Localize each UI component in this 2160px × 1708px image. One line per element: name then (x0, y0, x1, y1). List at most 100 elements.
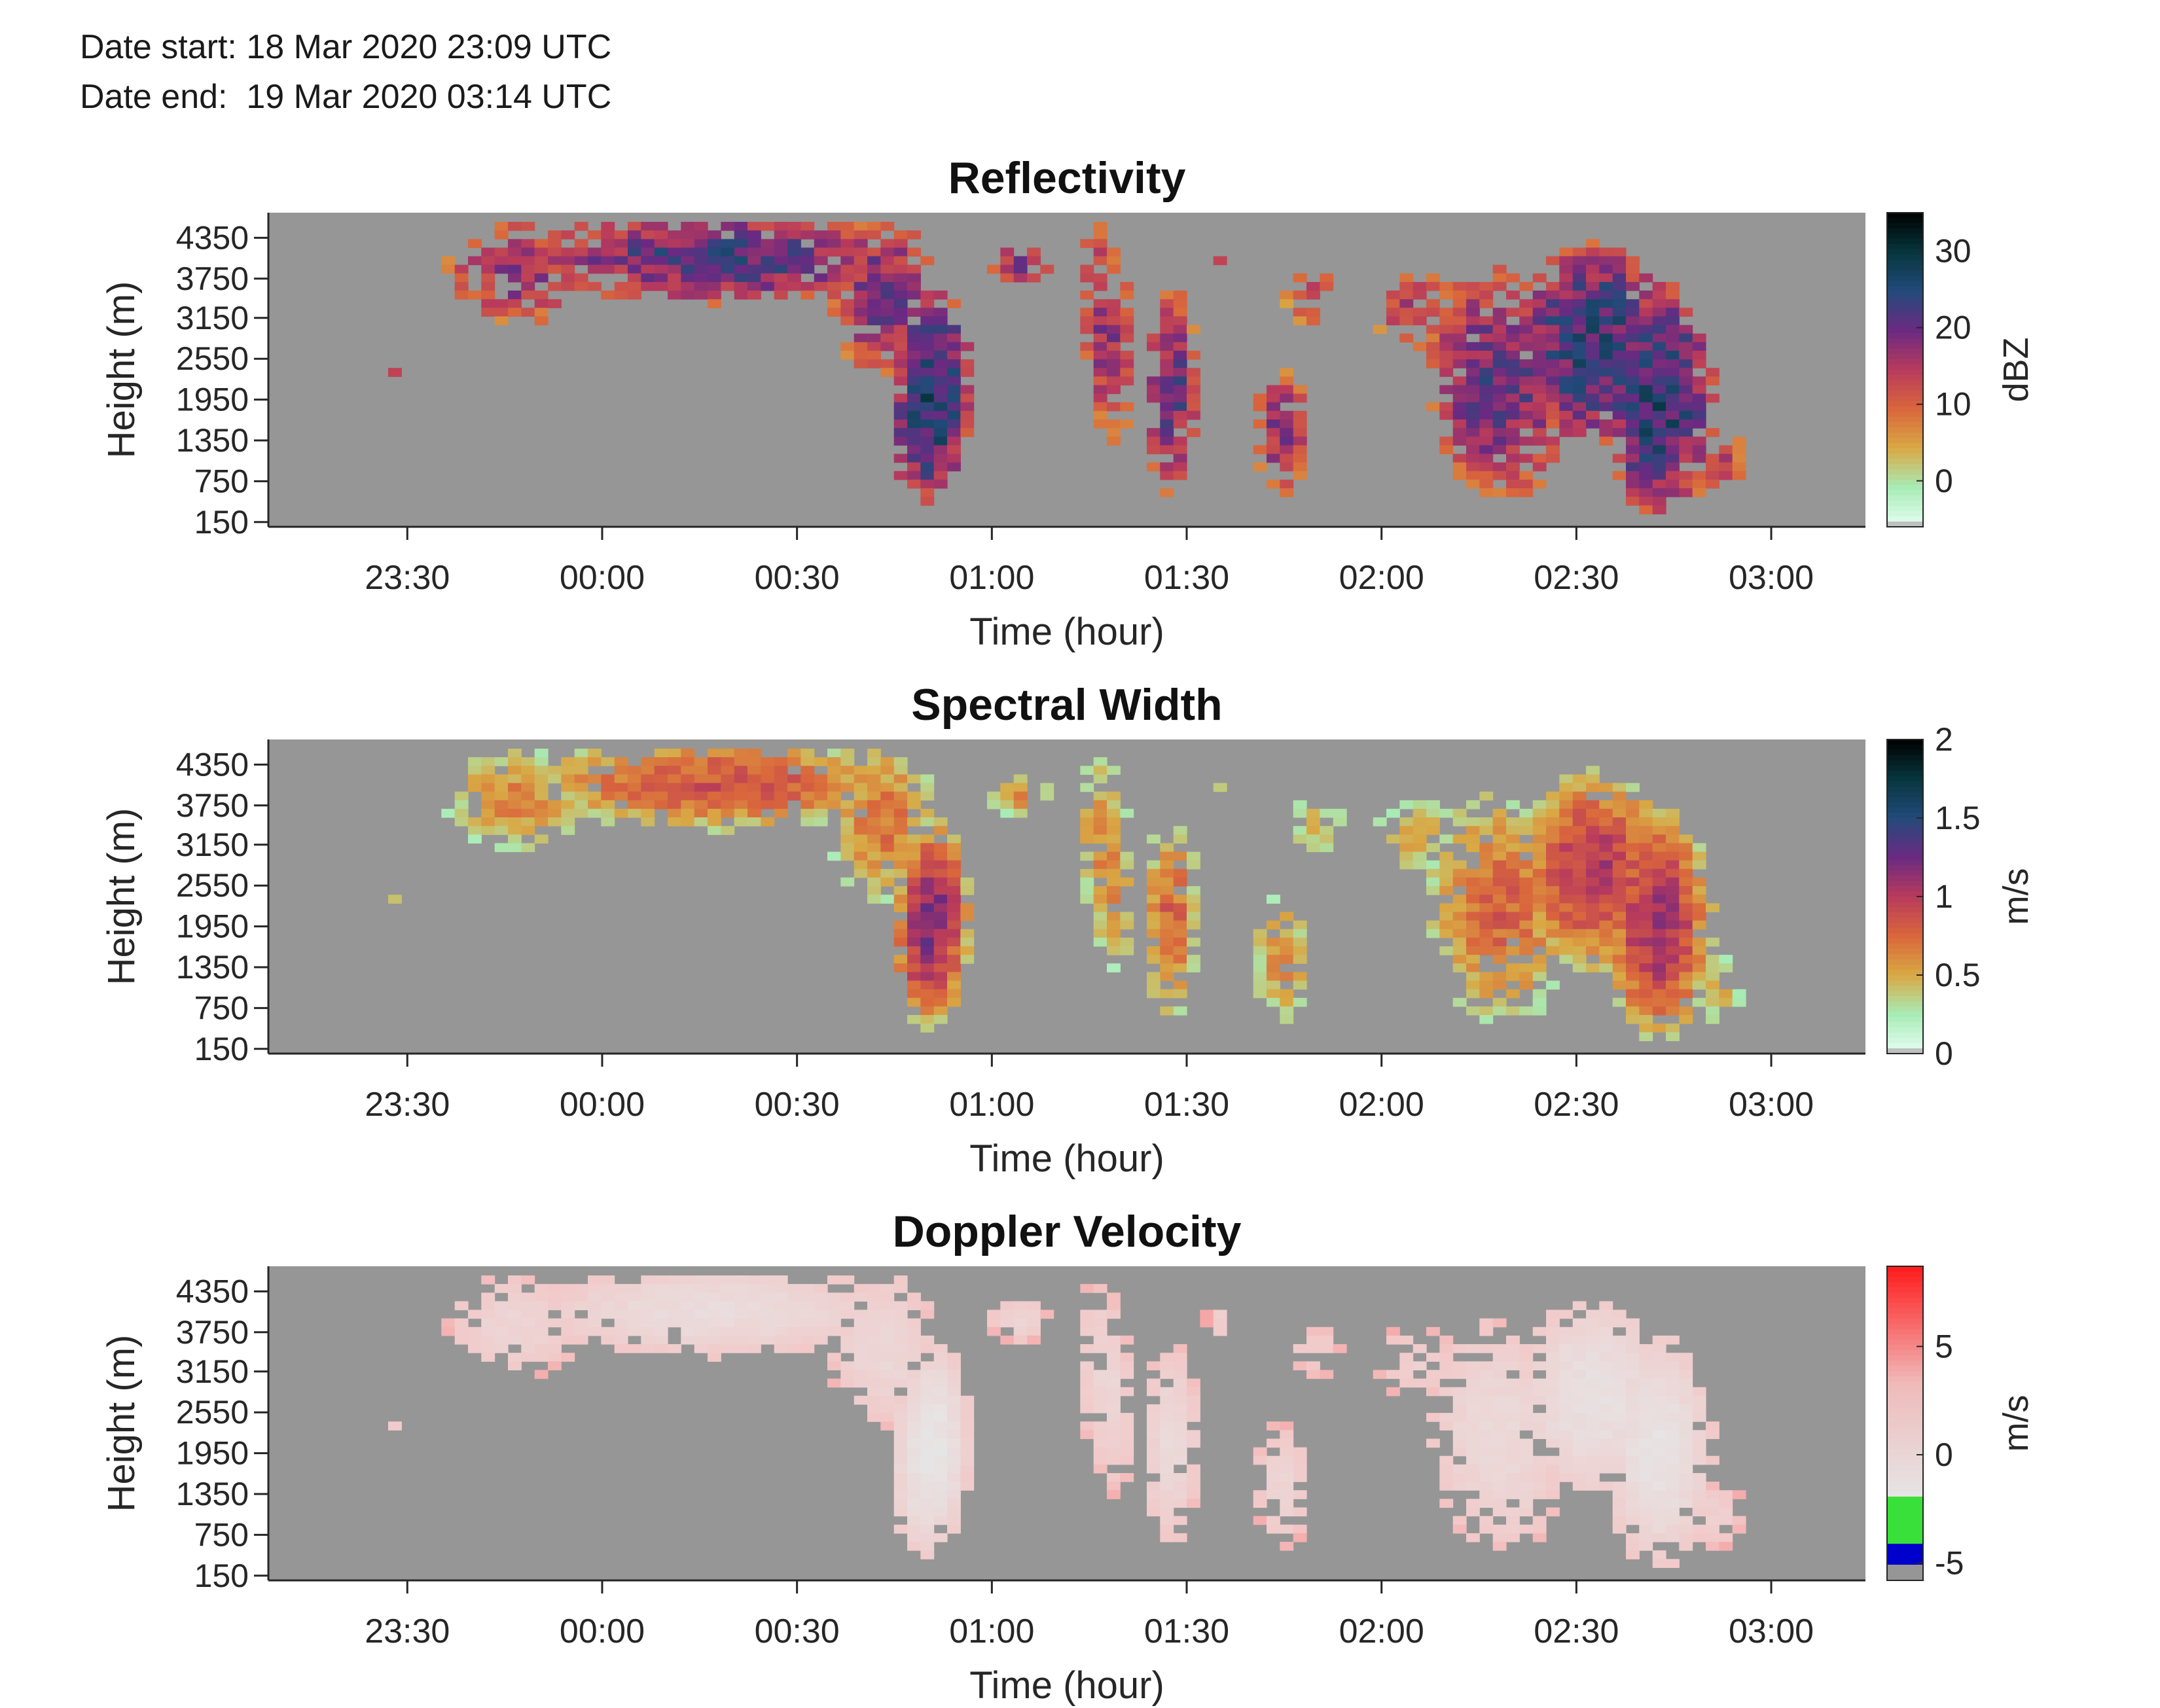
heatmap-cell (1253, 462, 1267, 472)
heatmap-cell (1719, 471, 1733, 480)
heatmap-cell (1679, 1438, 1693, 1448)
heatmap-cell (1173, 385, 1187, 395)
heatmap-cell (1612, 903, 1627, 912)
heatmap-cell (694, 1309, 708, 1319)
heatmap-cell (1532, 454, 1547, 463)
heatmap-cell (1187, 886, 1200, 895)
heatmap-cell (787, 1335, 801, 1345)
heatmap-cell (880, 1301, 895, 1311)
heatmap-cell (893, 886, 908, 895)
heatmap-cell (454, 800, 469, 810)
heatmap-cell (1692, 342, 1706, 351)
heatmap-cell (1599, 851, 1613, 861)
heatmap-cell (947, 402, 961, 412)
heatmap-cell (867, 1292, 881, 1302)
heatmap-cell (1426, 1387, 1440, 1397)
heatmap-cell (920, 402, 935, 412)
heatmap-cell (721, 826, 735, 835)
heatmap-cell (1492, 445, 1507, 455)
heatmap-cell (801, 817, 815, 827)
heatmap-cell (1519, 843, 1534, 853)
heatmap-cell (508, 817, 522, 827)
heatmap-cell (1413, 281, 1427, 291)
heatmap-cell (801, 230, 815, 240)
heatmap-cell (1492, 912, 1507, 921)
heatmap-cell (854, 333, 868, 343)
heatmap-cell (1692, 419, 1706, 429)
colorbar-label-0: dBZ (1996, 337, 2036, 402)
heatmap-cell (534, 817, 549, 827)
heatmap-cell (494, 308, 509, 317)
heatmap-cell (1519, 393, 1534, 403)
heatmap-cell (1466, 1438, 1480, 1448)
colorbar-swatch (1887, 291, 1923, 297)
heatmap-cell (787, 281, 801, 291)
heatmap-cell (893, 1284, 908, 1293)
heatmap-cell (588, 800, 602, 810)
heatmap-cell (947, 1464, 961, 1474)
heatmap-cell (827, 1275, 841, 1285)
heatmap-cell (1479, 826, 1494, 835)
heatmap-cell (1492, 1447, 1507, 1457)
heatmap-cell (1107, 350, 1121, 360)
heatmap-cell (1253, 929, 1267, 938)
heatmap-cell (1519, 410, 1534, 420)
heatmap-cell (494, 808, 509, 818)
colorbar-swatch (1887, 897, 1923, 902)
heatmap-cell (907, 376, 921, 385)
heatmap-cell (1107, 1490, 1121, 1499)
heatmap-cell (1000, 791, 1015, 801)
heatmap-cell (1107, 826, 1121, 835)
heatmap-cell (694, 1301, 708, 1311)
heatmap-cell (681, 749, 695, 758)
heatmap-cell (1679, 937, 1693, 947)
heatmap-cell (1666, 808, 1680, 818)
heatmap-cell (601, 791, 615, 801)
heatmap-cell (1160, 1421, 1174, 1431)
heatmap-cell (1452, 808, 1467, 818)
heatmap-cell (1586, 886, 1600, 895)
heatmap-cell (1280, 946, 1294, 955)
heatmap-cell (1652, 325, 1666, 334)
heatmap-cell (1013, 264, 1028, 274)
heatmap-cell (1719, 989, 1733, 999)
heatmap-cell (1706, 1006, 1719, 1016)
heatmap-cell (1160, 946, 1174, 955)
heatmap-cell (1532, 868, 1547, 878)
heatmap-cell (1173, 368, 1187, 377)
heatmap-cell (933, 955, 948, 964)
heatmap-cell (1639, 1015, 1653, 1024)
heatmap-cell (1519, 1438, 1534, 1448)
heatmap-cell (1293, 929, 1307, 938)
heatmap-cell (534, 774, 549, 784)
heatmap-cell (854, 868, 868, 878)
heatmap-cell (893, 308, 908, 317)
heatmap-cell (654, 1301, 668, 1311)
heatmap-cell (933, 868, 948, 878)
heatmap-cell (1452, 1344, 1467, 1353)
heatmap-cell (920, 1490, 935, 1499)
heatmap-cell (1652, 834, 1666, 844)
heatmap-cell (1626, 402, 1640, 412)
colorbar-swatch (1887, 755, 1923, 761)
colorbar-swatch (1887, 480, 1923, 486)
heatmap-cell (827, 1326, 841, 1336)
heatmap-cell (708, 1353, 721, 1362)
heatmap-cell (933, 316, 948, 326)
heatmap-cell (867, 834, 881, 844)
heatmap-cell (867, 1404, 881, 1414)
heatmap-cell (1652, 410, 1666, 420)
heatmap-cell (1439, 291, 1454, 300)
x-tick-label: 01:00 (949, 559, 1034, 597)
heatmap-cell (1093, 419, 1107, 429)
heatmap-cell (508, 239, 522, 248)
heatmap-cell (1666, 843, 1680, 853)
heatmap-cell (1492, 1353, 1507, 1362)
colorbar-swatch (1887, 1554, 1923, 1560)
heatmap-cell (1479, 1421, 1494, 1431)
heatmap-cell (1706, 1015, 1719, 1024)
heatmap-cell (654, 230, 668, 240)
heatmap-cell (920, 1430, 935, 1439)
heatmap-cell (1652, 316, 1666, 326)
colorbar-swatch (1887, 354, 1923, 360)
